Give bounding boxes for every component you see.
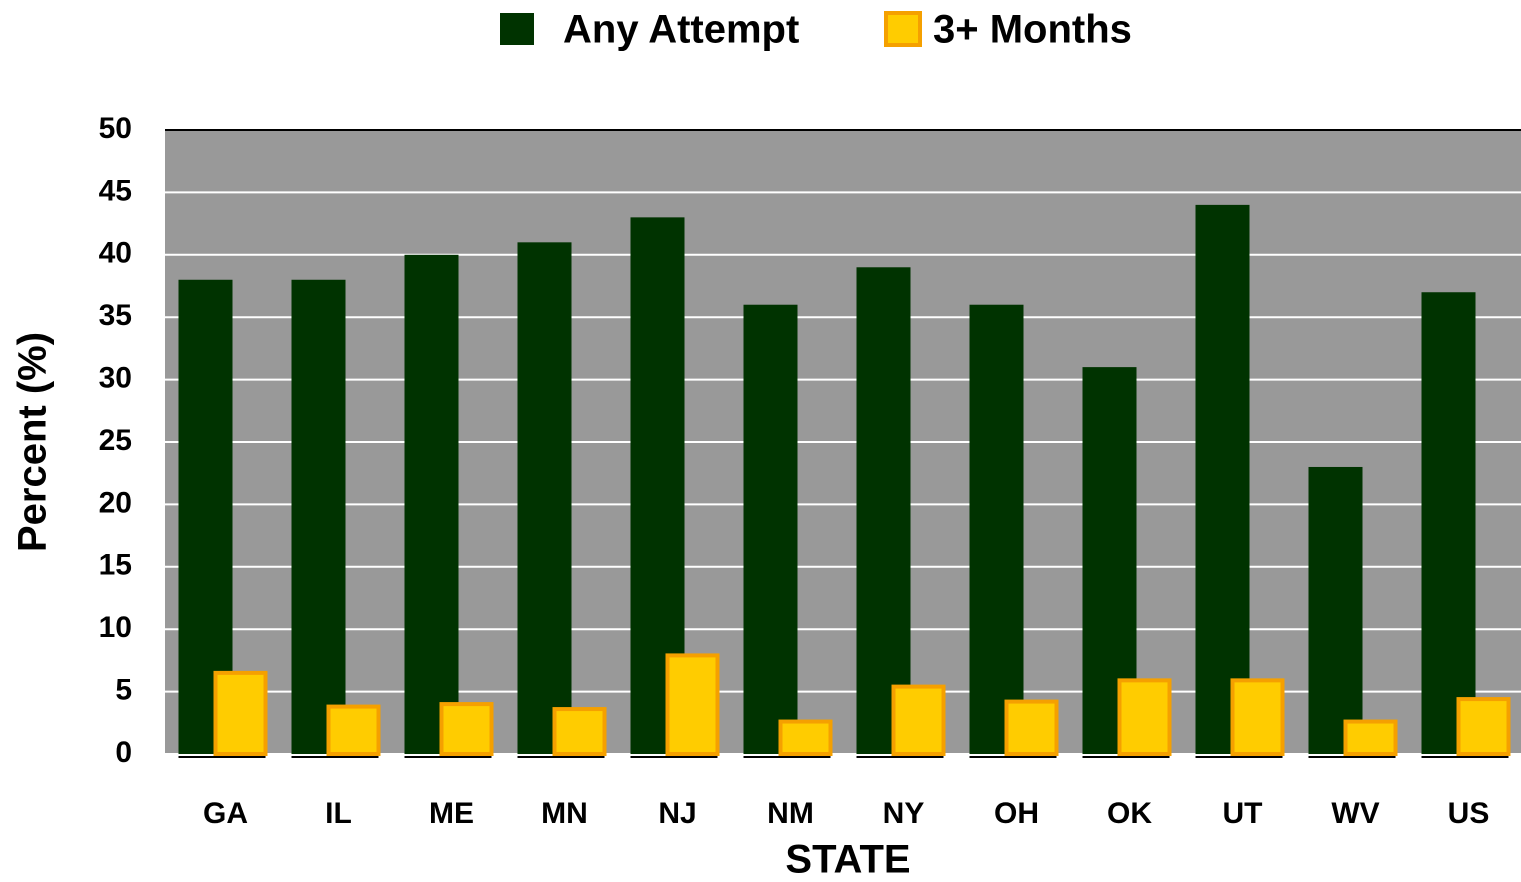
x-tick-label: WV (1331, 797, 1379, 830)
y-tick-label: 20 (99, 486, 132, 519)
x-tick-label: UT (1223, 797, 1263, 830)
y-axis-label: Percent (%) (11, 332, 55, 552)
x-tick-label: GA (203, 797, 248, 830)
bar (665, 653, 720, 757)
x-tick-label: IL (325, 797, 352, 830)
x-tick-label: OK (1107, 797, 1152, 830)
legend-swatch (500, 13, 534, 45)
bar (291, 279, 346, 754)
y-tick-label: 40 (99, 237, 132, 270)
x-axis-label: STATE (785, 838, 910, 882)
y-tick-label: 30 (99, 362, 132, 395)
legend-label: Any Attempt (563, 8, 799, 52)
bar (856, 267, 911, 754)
bar (517, 242, 572, 754)
x-tick-label: NM (767, 797, 814, 830)
y-tick-label: 45 (99, 174, 132, 207)
bar (1195, 204, 1250, 754)
bar (1117, 678, 1172, 756)
bar (891, 684, 946, 756)
bar (743, 304, 798, 754)
y-tick-label: 50 (99, 112, 132, 145)
bar (1343, 719, 1398, 756)
x-tick-label: ME (429, 797, 474, 830)
bar (1230, 678, 1285, 756)
bar (1004, 699, 1059, 756)
bar (969, 304, 1024, 754)
bar (326, 704, 381, 756)
bar (1308, 466, 1363, 754)
x-tick-label: NY (883, 797, 925, 830)
bar (1421, 292, 1476, 754)
y-tick-label: 5 (115, 674, 132, 707)
x-tick-label: MN (541, 797, 588, 830)
y-tick-label: 35 (99, 299, 132, 332)
y-tick-label: 15 (99, 549, 132, 582)
y-tick-label: 0 (115, 736, 132, 769)
bar (213, 670, 268, 757)
legend-label: 3+ Months (933, 8, 1132, 52)
bar (1456, 697, 1511, 757)
bar (439, 702, 494, 757)
x-tick-label: US (1448, 797, 1490, 830)
y-tick-label: 10 (99, 611, 132, 644)
legend-swatch (884, 11, 922, 47)
x-tick-label: NJ (658, 797, 696, 830)
y-tick-label: 25 (99, 424, 132, 457)
bar (552, 707, 607, 757)
bar (778, 719, 833, 756)
bar (404, 254, 459, 755)
x-tick-label: OH (994, 797, 1039, 830)
